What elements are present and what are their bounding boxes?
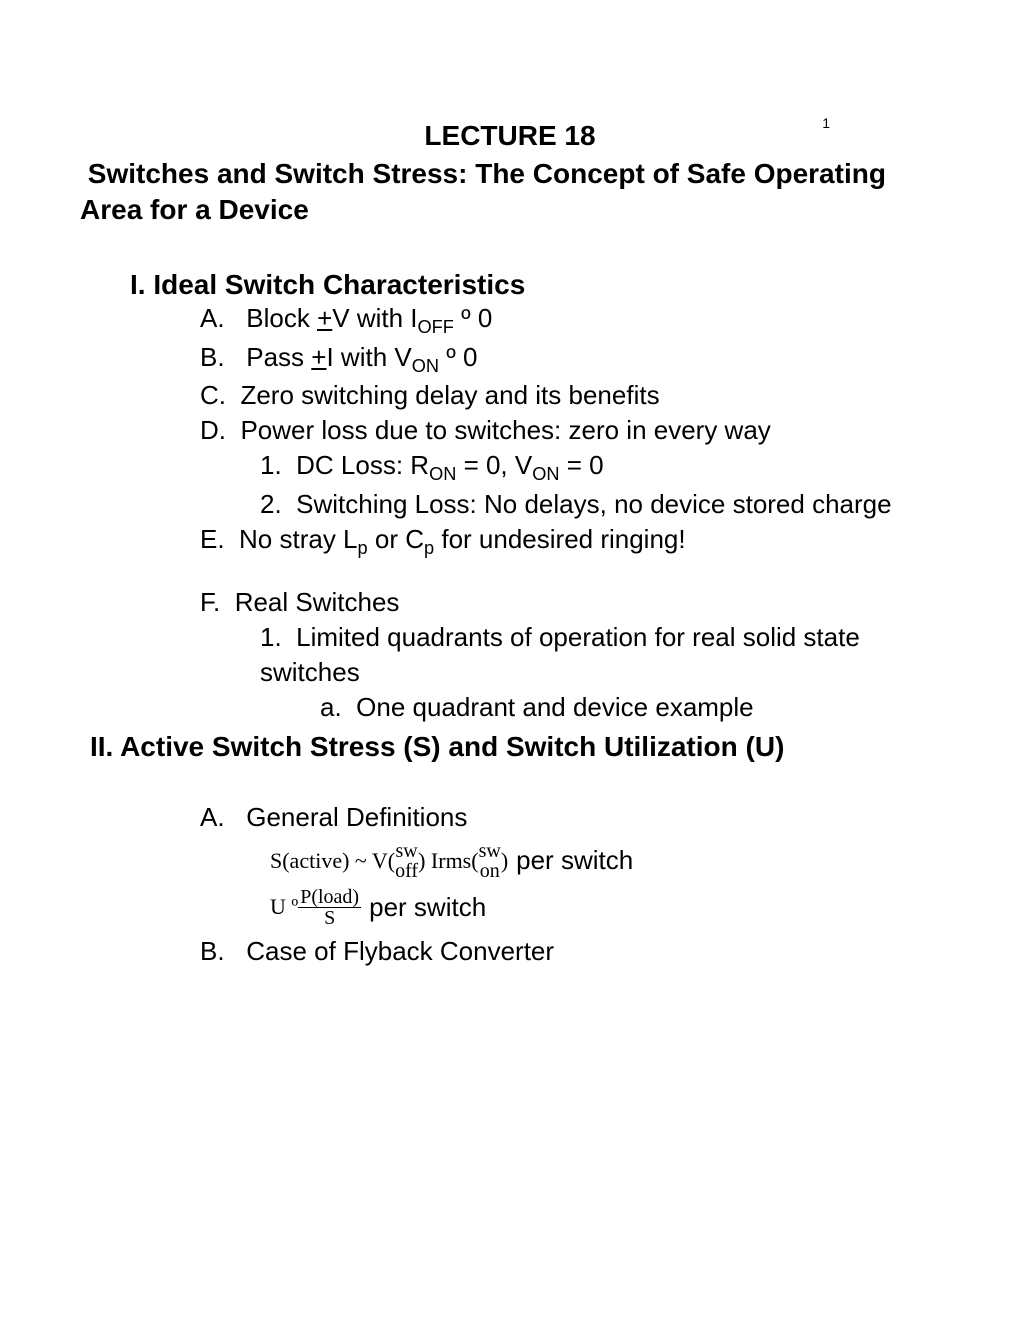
label: a.: [320, 692, 342, 722]
formula1-mid: ) Irms(: [418, 848, 478, 874]
text: General Definitions: [246, 802, 467, 832]
item-I-E: E. No stray Lp or Cp for undesired ringi…: [200, 522, 930, 561]
text-mid: = 0, V: [456, 450, 532, 480]
text-pre: DC Loss: R: [296, 450, 429, 480]
label: 2.: [260, 489, 282, 519]
label: C.: [200, 380, 226, 410]
formula2-suffix: per switch: [369, 892, 486, 923]
text-mid: or C: [368, 524, 424, 554]
label: 1.: [260, 622, 282, 652]
stack-top: sw: [479, 841, 501, 861]
text: One quadrant and device example: [356, 692, 754, 722]
section-2-heading: II. Active Switch Stress (S) and Switch …: [90, 729, 930, 765]
item-I-D-1: 1. DC Loss: RON = 0, VON = 0: [260, 448, 930, 487]
text: Power loss due to switches: zero in ever…: [240, 415, 770, 445]
item-II-B: B. Case of Flyback Converter: [200, 934, 930, 969]
label: 1.: [260, 450, 282, 480]
section-1-heading: I. Ideal Switch Characteristics: [130, 269, 930, 301]
text-pre: Pass: [246, 342, 311, 372]
frac-den: S: [322, 908, 337, 928]
formula1-left: S(active) ~ V(: [270, 848, 395, 874]
formula1-suffix: per switch: [516, 845, 633, 876]
sub1: ON: [429, 465, 456, 485]
item-I-A: A. Block +V with IOFF º 0: [200, 301, 930, 340]
formula2-frac: P(load) S: [298, 887, 361, 928]
text-tail: for undesired ringing!: [434, 524, 685, 554]
sub: ON: [412, 356, 439, 376]
document-page: 1 LECTURE 18 Switches and Switch Stress:…: [0, 0, 1020, 1320]
plusminus: +: [311, 342, 326, 372]
formula-u: U º P(load) S per switch: [270, 887, 930, 928]
formula1-stack1: sw off: [395, 841, 418, 881]
text-pre: No stray L: [239, 524, 358, 554]
stack-top: sw: [395, 841, 417, 861]
page-number: 1: [822, 115, 830, 131]
subtitle-text: Switches and Switch Stress: The Concept …: [80, 158, 886, 225]
item-II-A: A. General Definitions: [200, 800, 930, 835]
item-I-B: B. Pass +I with VON º 0: [200, 340, 930, 379]
lecture-title: LECTURE 18: [90, 120, 930, 152]
text-tail: = 0: [560, 450, 604, 480]
sub1: p: [358, 539, 368, 559]
formula1-stack2: sw on: [479, 841, 501, 881]
label: A.: [200, 802, 225, 832]
plusminus: +: [317, 303, 332, 333]
formula1-right: ): [501, 848, 508, 874]
formula-s-active: S(active) ~ V( sw off ) Irms( sw on ) pe…: [270, 841, 930, 928]
item-I-F: F. Real Switches: [200, 585, 930, 620]
item-I-F-1-a: a. One quadrant and device example: [320, 690, 930, 725]
formula2-left: U º: [270, 894, 298, 920]
stack-bot: on: [480, 861, 500, 881]
item-I-D: D. Power loss due to switches: zero in e…: [200, 413, 930, 448]
text: Limited quadrants of operation for real …: [260, 622, 860, 687]
text: Real Switches: [235, 587, 400, 617]
text: Zero switching delay and its benefits: [240, 380, 659, 410]
text-tail: º 0: [454, 303, 492, 333]
sub2: ON: [532, 465, 559, 485]
label: D.: [200, 415, 226, 445]
label: F.: [200, 587, 220, 617]
text-pre: Block: [246, 303, 317, 333]
label: B.: [200, 342, 225, 372]
subtitle: Switches and Switch Stress: The Concept …: [80, 156, 930, 229]
text-tail: º 0: [439, 342, 477, 372]
label: A.: [200, 303, 225, 333]
text: Case of Flyback Converter: [246, 936, 554, 966]
label: B.: [200, 936, 225, 966]
frac-num: P(load): [298, 887, 361, 908]
item-I-C: C. Zero switching delay and its benefits: [200, 378, 930, 413]
item-I-D-2: 2. Switching Loss: No delays, no device …: [260, 487, 930, 522]
sub: OFF: [418, 317, 454, 337]
text-mid: I with V: [326, 342, 411, 372]
text-mid: V with I: [332, 303, 417, 333]
sub2: p: [424, 539, 434, 559]
label: E.: [200, 524, 225, 554]
stack-bot: off: [395, 861, 418, 881]
text: Switching Loss: No delays, no device sto…: [296, 489, 891, 519]
item-I-F-1: 1. Limited quadrants of operation for re…: [260, 620, 930, 690]
